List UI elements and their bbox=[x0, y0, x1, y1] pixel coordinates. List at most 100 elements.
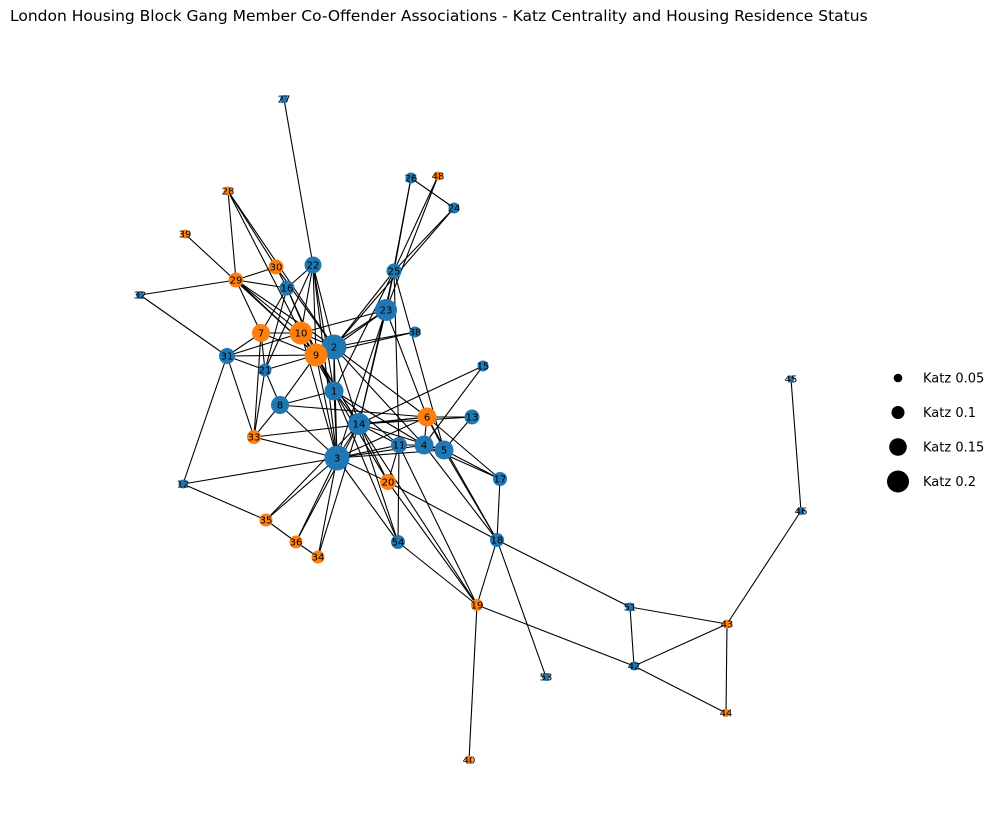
node-25: 25 bbox=[386, 263, 402, 279]
edge-3-35 bbox=[265, 457, 338, 521]
node-label-8: 8 bbox=[277, 401, 283, 412]
node-circle-48 bbox=[433, 171, 443, 181]
node-label-53: 53 bbox=[540, 673, 553, 684]
edge-51-42 bbox=[629, 606, 635, 667]
node-34: 34 bbox=[311, 550, 325, 564]
node-circle-13 bbox=[464, 409, 480, 425]
node-label-48: 48 bbox=[432, 172, 445, 183]
node-circle-31 bbox=[219, 348, 235, 364]
node-circle-30 bbox=[268, 259, 284, 275]
node-circle-21 bbox=[258, 363, 272, 377]
edge-11-19 bbox=[398, 444, 478, 606]
edge-31-10 bbox=[226, 332, 302, 357]
edge-25-48 bbox=[393, 175, 439, 272]
edge-42-44 bbox=[633, 665, 727, 714]
node-circle-39 bbox=[180, 229, 190, 239]
node-label-14: 14 bbox=[353, 420, 366, 431]
edge-32-31 bbox=[139, 294, 228, 357]
node-label-5: 5 bbox=[441, 446, 447, 457]
edge-51-43 bbox=[629, 606, 728, 625]
node-38: 38 bbox=[409, 326, 421, 339]
legend-label: Katz 0.05 bbox=[923, 372, 984, 387]
edge-6-33 bbox=[253, 416, 428, 438]
legend-marker bbox=[887, 470, 909, 493]
node-circle-2 bbox=[321, 334, 347, 360]
legend-marker bbox=[889, 438, 907, 456]
edge-31-12 bbox=[182, 355, 228, 485]
edge-3-33 bbox=[253, 436, 338, 459]
edge-1-54 bbox=[333, 390, 399, 543]
node-7: 7 bbox=[252, 324, 270, 342]
edge-28-29 bbox=[227, 190, 237, 281]
node-44: 44 bbox=[720, 709, 733, 720]
node-51: 51 bbox=[624, 602, 636, 614]
edge-4-3 bbox=[336, 444, 425, 459]
edge-27-22 bbox=[283, 98, 314, 266]
node-label-12: 12 bbox=[177, 480, 190, 491]
node-circle-53 bbox=[542, 673, 550, 681]
node-circle-26 bbox=[405, 172, 417, 184]
node-circle-35 bbox=[259, 513, 273, 527]
legend-item-3: Katz 0.15 bbox=[889, 438, 984, 456]
node-circle-22 bbox=[304, 256, 322, 274]
node-circle-18 bbox=[490, 533, 504, 547]
node-circle-28 bbox=[223, 186, 233, 196]
edge-31-9 bbox=[226, 354, 317, 357]
edge-32-29 bbox=[139, 279, 237, 296]
node-23: 23 bbox=[375, 299, 397, 321]
node-label-13: 13 bbox=[466, 413, 479, 424]
legend-marker bbox=[893, 373, 903, 383]
node-circle-46 bbox=[797, 507, 805, 515]
edge-2-25 bbox=[333, 270, 395, 348]
node-18: 18 bbox=[490, 533, 504, 547]
node-circle-24 bbox=[448, 202, 460, 214]
edge-29-10 bbox=[235, 279, 302, 334]
edge-10-23 bbox=[300, 309, 387, 334]
node-13: 13 bbox=[464, 409, 480, 425]
node-circle-4 bbox=[414, 435, 434, 455]
edge-26-24 bbox=[410, 177, 455, 209]
edge-2-4 bbox=[333, 346, 425, 446]
node-2: 2 bbox=[321, 334, 347, 360]
node-circle-29 bbox=[228, 272, 244, 288]
node-circle-27 bbox=[280, 95, 288, 103]
node-1: 1 bbox=[324, 381, 344, 401]
node-circle-45 bbox=[787, 375, 795, 383]
node-label-11: 11 bbox=[393, 441, 406, 452]
node-label-27: 27 bbox=[278, 95, 291, 106]
node-35: 35 bbox=[259, 513, 273, 527]
edge-17-18 bbox=[496, 478, 501, 541]
node-48: 48 bbox=[432, 171, 445, 183]
node-label-22: 22 bbox=[307, 261, 320, 272]
edge-3-36 bbox=[295, 457, 338, 543]
node-9: 9 bbox=[304, 343, 328, 367]
legend: Katz 0.05 Katz 0.1 Katz 0.15 Katz 0.2 bbox=[887, 372, 984, 493]
node-32: 32 bbox=[134, 291, 147, 302]
node-label-16: 16 bbox=[281, 284, 294, 295]
node-6: 6 bbox=[417, 407, 437, 427]
edge-19-40 bbox=[468, 604, 478, 761]
node-circle-42 bbox=[629, 661, 639, 671]
legend-item-2: Katz 0.1 bbox=[891, 406, 976, 421]
legend-item-4: Katz 0.2 bbox=[887, 470, 976, 493]
node-53: 53 bbox=[540, 673, 553, 684]
edge-16-21 bbox=[264, 287, 288, 371]
node-label-42: 42 bbox=[628, 662, 641, 673]
edge-21-33 bbox=[253, 369, 266, 438]
edge-14-34 bbox=[317, 423, 360, 558]
node-24: 24 bbox=[448, 202, 460, 215]
node-circle-40 bbox=[465, 756, 473, 764]
node-circle-44 bbox=[722, 709, 730, 717]
node-16: 16 bbox=[279, 280, 295, 296]
edge-3-34 bbox=[317, 457, 338, 558]
edge-42-43 bbox=[633, 623, 728, 667]
node-39: 39 bbox=[179, 229, 191, 241]
legend-label: Katz 0.2 bbox=[923, 475, 976, 490]
edge-4-18 bbox=[423, 444, 498, 541]
node-circle-51 bbox=[625, 602, 635, 612]
node-14: 14 bbox=[348, 413, 370, 435]
edge-14-35 bbox=[265, 423, 360, 521]
edge-22-2 bbox=[312, 264, 335, 348]
node-label-18: 18 bbox=[491, 536, 504, 547]
